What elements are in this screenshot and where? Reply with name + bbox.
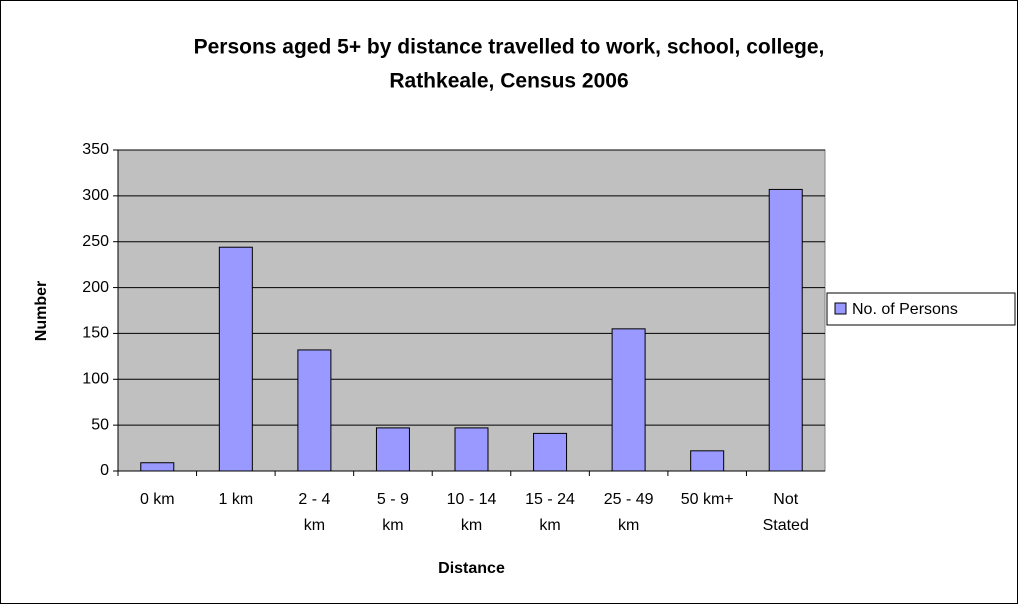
x-tick-label: km	[539, 517, 560, 534]
bar	[768, 188, 803, 472]
bar	[218, 246, 253, 472]
x-tick-label: km	[382, 517, 403, 534]
x-tick-label: Not	[773, 491, 798, 508]
y-tick-label: 250	[82, 233, 109, 250]
y-axis-label: Number	[33, 281, 50, 341]
y-tick-label: 50	[91, 416, 109, 433]
x-tick-label: Stated	[763, 517, 809, 534]
bar	[533, 432, 568, 472]
x-tick-label: 10 - 14	[447, 491, 497, 508]
x-tick-label: km	[461, 517, 482, 534]
x-tick-label: 15 - 24	[525, 491, 575, 508]
y-tick-label: 300	[82, 187, 109, 204]
x-tick-label: 50 km+	[681, 491, 734, 508]
chart-title: Rathkeale, Census 2006	[389, 70, 628, 93]
bar	[611, 328, 646, 472]
bar	[454, 427, 489, 472]
chart-title: Persons aged 5+ by distance travelled to…	[194, 36, 825, 59]
x-tick-label: km	[618, 517, 639, 534]
bar	[375, 427, 410, 472]
x-axis-label: Distance	[438, 560, 505, 577]
x-tick-label: 0 km	[140, 491, 175, 508]
legend-swatch	[834, 302, 847, 315]
y-tick-label: 350	[82, 141, 109, 158]
legend-label: No. of Persons	[852, 301, 958, 318]
x-tick-label: 5 - 9	[377, 491, 409, 508]
legend-box	[826, 292, 1016, 326]
bar	[297, 349, 332, 472]
x-tick-label: 2 - 4	[298, 491, 330, 508]
y-tick-label: 150	[82, 325, 109, 342]
bar	[140, 462, 175, 472]
y-tick-label: 100	[82, 371, 109, 388]
x-tick-label: 25 - 49	[604, 491, 654, 508]
x-tick-label: 1 km	[218, 491, 253, 508]
bar	[690, 450, 725, 472]
y-tick-label: 0	[100, 462, 109, 479]
y-tick-label: 200	[82, 279, 109, 296]
x-tick-label: km	[304, 517, 325, 534]
